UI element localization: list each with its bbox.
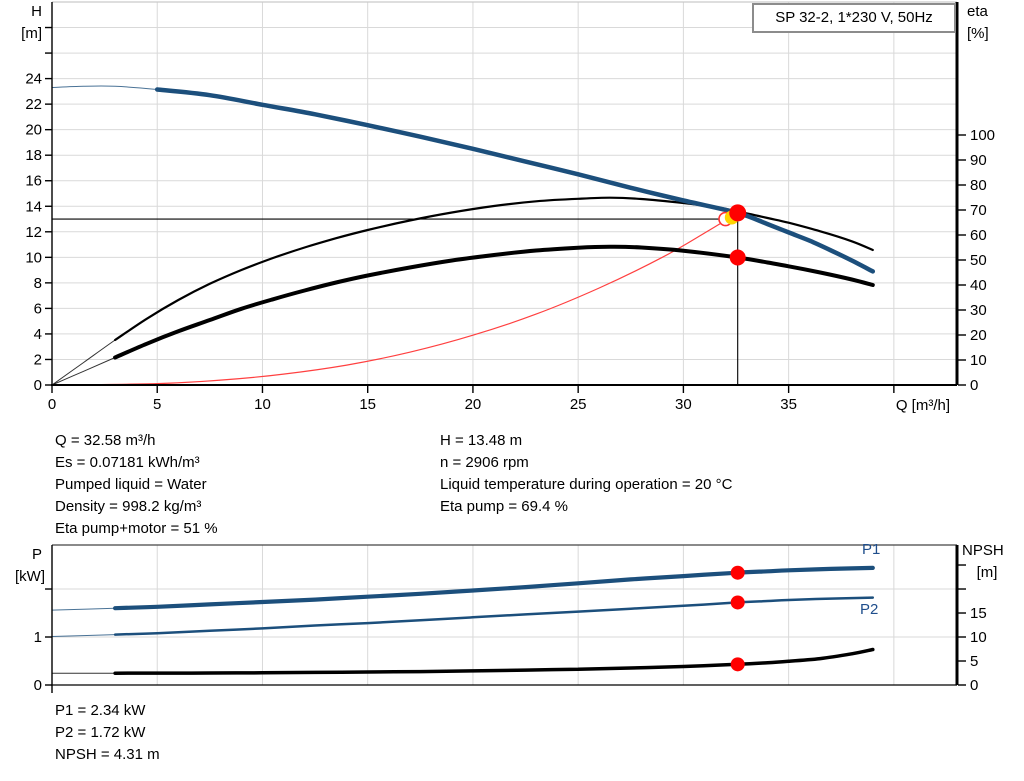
info-density: Density = 998.2 kg/m³	[55, 498, 202, 515]
tick-label: 70	[970, 202, 987, 219]
info-es: Es = 0.07181 kWh/m³	[55, 454, 200, 471]
tick-label: 20	[970, 327, 987, 344]
eta-pump-curve	[114, 196, 874, 342]
tick-label: 30	[675, 396, 692, 413]
info-n: n = 2906 rpm	[440, 454, 529, 471]
tick-label: 15	[970, 605, 987, 622]
operating-point-dot	[730, 595, 745, 610]
eta-pump-motor-curve-thin	[51, 246, 873, 386]
info-eta-total: Eta pump+motor = 51 %	[55, 520, 218, 537]
tick-label: 0	[34, 377, 42, 394]
tick-label: 80	[970, 177, 987, 194]
tick-label: 60	[970, 227, 987, 244]
head-curve-thin	[51, 85, 874, 272]
eta-pump-curve-thin	[51, 197, 873, 386]
tick-label: 16	[25, 173, 42, 190]
eta-axis-label: eta	[967, 3, 988, 20]
info-q: Q = 32.58 m³/h	[55, 432, 156, 449]
tick-label: 24	[25, 71, 42, 88]
p2-curve	[113, 596, 875, 636]
p-axis-label: P	[31, 546, 42, 563]
tick-label: 10	[25, 249, 42, 266]
tick-label: 2	[34, 351, 42, 368]
tick-label: 90	[970, 152, 987, 169]
tick-label: 30	[970, 302, 987, 319]
tick-label: 6	[34, 300, 42, 317]
qh-chart: 0246810121416182022240102030405060708090…	[25, 1, 995, 413]
p-axis-unit: [kW]	[15, 568, 45, 585]
tick-label: 12	[25, 224, 42, 241]
eta-axis-unit: [%]	[967, 25, 989, 42]
q-axis-label: Q [m³/h]	[895, 397, 950, 414]
tick-label: 10	[970, 352, 987, 369]
tick-label: 0	[970, 377, 978, 394]
tick-label: 10	[254, 396, 271, 413]
npsh-axis-unit: [m]	[976, 564, 998, 581]
info-p2: P2 = 1.72 kW	[55, 724, 146, 741]
p1-curve-label: P1	[862, 541, 881, 558]
tick-label: 14	[25, 198, 42, 215]
tick-label: 0	[48, 396, 56, 413]
h-axis-unit: [m]	[21, 25, 42, 42]
operating-point-dot	[730, 565, 745, 580]
tick-label: 8	[34, 275, 42, 292]
operating-point-dot	[729, 204, 747, 222]
operating-point-dot	[730, 657, 745, 672]
tick-label: 35	[780, 396, 797, 413]
result-text-right: H = 13.48 m n = 2906 rpm Liquid temperat…	[440, 430, 732, 518]
npsh-axis-label: NPSH	[962, 542, 1004, 559]
tick-label: 0	[34, 677, 42, 694]
operating-point-dot	[729, 249, 746, 266]
pump-title-box: SP 32-2, 1*230 V, 50Hz	[752, 3, 956, 33]
tick-label: 4	[34, 326, 42, 343]
tick-label: 50	[970, 252, 987, 269]
head-curve	[154, 87, 876, 274]
result-text-bottom: P1 = 2.34 kW P2 = 1.72 kW NPSH = 4.31 m	[55, 700, 160, 766]
tick-label: 1	[34, 629, 42, 646]
result-text-left: Q = 32.58 m³/h Es = 0.07181 kWh/m³ Pumpe…	[55, 430, 218, 540]
tick-label: 20	[465, 396, 482, 413]
tick-label: 20	[25, 122, 42, 139]
tick-label: 22	[25, 96, 42, 113]
eta-pump-motor-curve	[113, 244, 875, 360]
tick-label: 0	[970, 677, 978, 694]
tick-label: 40	[970, 277, 987, 294]
p1-curve	[113, 565, 875, 611]
info-liquid: Pumped liquid = Water	[55, 476, 207, 493]
info-temp: Liquid temperature during operation = 20…	[440, 476, 733, 493]
tick-label: 5	[970, 653, 978, 670]
info-h: H = 13.48 m	[440, 432, 523, 449]
tick-label: 10	[970, 629, 987, 646]
pump-title: SP 32-2, 1*230 V, 50Hz	[775, 9, 933, 26]
tick-label: 15	[359, 396, 376, 413]
info-p1: P1 = 2.34 kW	[55, 702, 146, 719]
system-curve	[51, 212, 739, 386]
tick-label: 18	[25, 147, 42, 164]
tick-label: 5	[153, 396, 161, 413]
npsh-curve	[113, 647, 875, 675]
info-eta-pump: Eta pump = 69.4 %	[440, 498, 568, 515]
h-axis-label: H	[31, 3, 42, 20]
p2-curve-label: P2	[860, 601, 879, 618]
info-npsh: NPSH = 4.31 m	[55, 746, 160, 763]
tick-label: 25	[570, 396, 587, 413]
tick-label: 100	[970, 127, 995, 144]
